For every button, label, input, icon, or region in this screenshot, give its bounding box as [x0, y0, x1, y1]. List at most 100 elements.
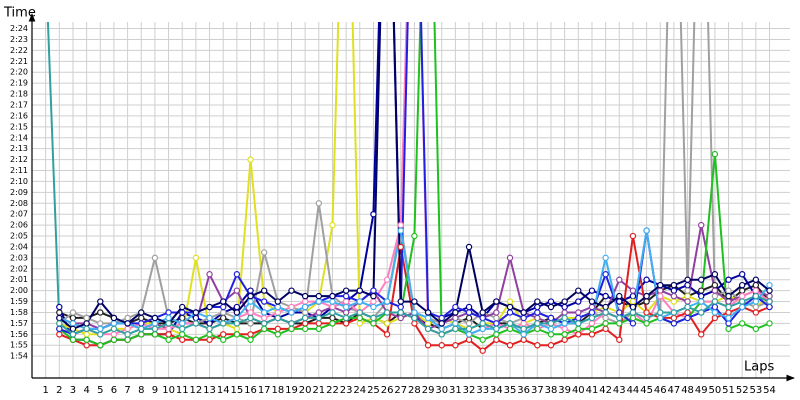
- y-tick-label: 1:59: [10, 297, 28, 306]
- point-marker: [260, 287, 268, 294]
- point-marker: [179, 314, 186, 322]
- point-marker: [643, 298, 650, 305]
- point-marker: [684, 276, 691, 283]
- point-marker: [274, 314, 282, 322]
- point-marker: [274, 303, 282, 311]
- x-tick-label: 28: [408, 385, 421, 396]
- point-marker: [616, 336, 623, 343]
- point-marker: [670, 287, 678, 294]
- point-marker: [151, 320, 159, 327]
- point-marker: [711, 287, 719, 294]
- point-marker: [165, 331, 172, 338]
- point-marker: [479, 314, 486, 322]
- point-marker: [260, 298, 268, 305]
- point-marker: [698, 292, 705, 300]
- point-marker: [329, 314, 336, 322]
- point-marker: [698, 331, 705, 338]
- point-marker: [206, 320, 213, 327]
- point-marker: [643, 276, 650, 283]
- point-marker: [138, 325, 145, 333]
- point-marker: [110, 331, 118, 338]
- point-marker: [657, 292, 664, 300]
- point-marker: [465, 331, 473, 338]
- point-marker: [329, 303, 336, 311]
- point-marker: [493, 298, 500, 305]
- point-marker: [329, 320, 336, 327]
- point-marker: [411, 232, 418, 240]
- point-marker: [616, 309, 623, 316]
- point-marker: [506, 298, 514, 305]
- point-marker: [493, 336, 500, 343]
- point-marker: [452, 325, 459, 333]
- point-marker: [711, 314, 719, 322]
- point-marker: [506, 254, 514, 262]
- point-marker: [220, 331, 227, 338]
- x-tick-label: 32: [463, 385, 476, 396]
- point-marker: [725, 320, 732, 327]
- point-marker: [274, 309, 282, 316]
- point-marker: [670, 314, 678, 322]
- point-marker: [670, 281, 678, 289]
- point-marker: [370, 320, 377, 327]
- point-marker: [301, 325, 309, 333]
- point-marker: [547, 342, 555, 349]
- point-marker: [479, 325, 486, 333]
- point-marker: [83, 314, 90, 322]
- y-tick-label: 1:55: [10, 341, 28, 350]
- point-marker: [165, 309, 172, 316]
- point-marker: [643, 314, 650, 322]
- point-marker: [233, 309, 241, 316]
- point-marker: [738, 287, 746, 294]
- x-tick-label: 54: [763, 385, 776, 396]
- x-tick-label: 43: [613, 385, 626, 396]
- y-tick-label: 1:56: [10, 330, 28, 339]
- point-marker: [711, 303, 719, 311]
- point-marker: [370, 292, 377, 300]
- point-marker: [220, 320, 227, 327]
- point-marker: [124, 331, 131, 338]
- point-marker: [411, 298, 418, 305]
- x-tick-label: 44: [627, 385, 640, 396]
- x-tick-label: 42: [599, 385, 612, 396]
- point-marker: [233, 325, 241, 333]
- point-marker: [206, 303, 213, 311]
- point-marker: [534, 325, 541, 333]
- x-tick-label: 10: [162, 385, 175, 396]
- point-marker: [397, 227, 404, 234]
- point-marker: [588, 331, 596, 338]
- x-tick-label: 29: [422, 385, 435, 396]
- point-marker: [97, 331, 104, 338]
- point-marker: [629, 298, 637, 305]
- x-tick-label: 24: [353, 385, 366, 396]
- point-marker: [301, 309, 309, 316]
- point-marker: [588, 320, 596, 327]
- point-marker: [698, 276, 705, 283]
- point-marker: [588, 314, 596, 322]
- x-tick-label: 34: [490, 385, 503, 396]
- y-tick-label: 2:23: [10, 35, 28, 44]
- point-marker: [452, 314, 459, 322]
- point-marker: [684, 309, 691, 316]
- point-marker: [260, 249, 268, 256]
- point-marker: [342, 309, 350, 316]
- point-marker: [356, 314, 363, 322]
- point-marker: [83, 325, 90, 333]
- point-marker: [288, 325, 295, 333]
- point-marker: [506, 309, 514, 316]
- point-marker: [301, 303, 309, 311]
- point-marker: [561, 325, 568, 333]
- point-marker: [383, 320, 391, 327]
- point-marker: [138, 320, 145, 327]
- x-tick-label: 50: [709, 385, 722, 396]
- y-tick-label: 2:13: [10, 144, 28, 153]
- point-marker: [165, 314, 172, 322]
- point-marker: [56, 325, 63, 333]
- x-tick-label: 25: [367, 385, 380, 396]
- point-marker: [206, 271, 213, 278]
- point-marker: [315, 292, 323, 300]
- point-marker: [233, 287, 241, 294]
- point-marker: [452, 342, 459, 349]
- point-marker: [698, 221, 705, 229]
- point-marker: [383, 276, 391, 283]
- x-tick-label: 21: [312, 385, 325, 396]
